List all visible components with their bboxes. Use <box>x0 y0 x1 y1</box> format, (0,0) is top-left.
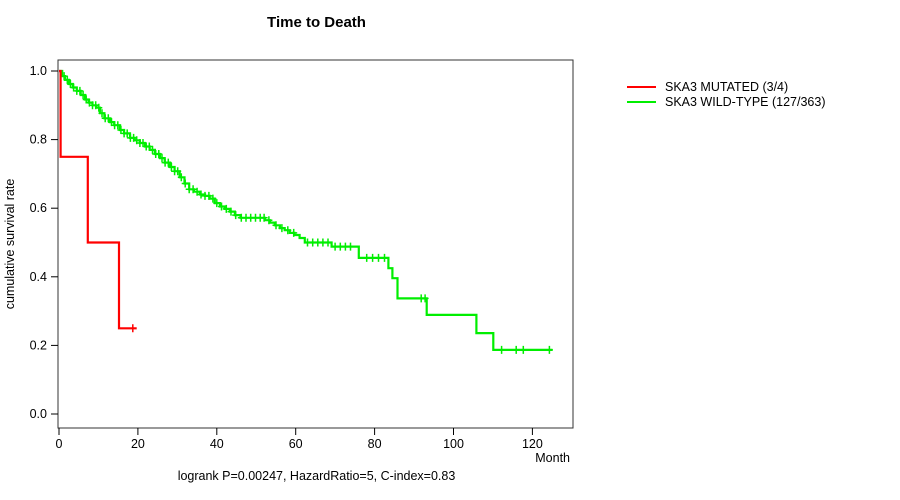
x-tick-label: 80 <box>368 437 382 451</box>
legend-label: SKA3 WILD-TYPE (127/363) <box>665 94 826 109</box>
y-axis-label: cumulative survival rate <box>3 179 17 310</box>
x-tick-label: 100 <box>443 437 464 451</box>
censor-mark <box>260 213 268 222</box>
censor-mark <box>227 207 235 216</box>
censor-mark <box>512 345 520 354</box>
survival-curve-1 <box>59 69 137 330</box>
stats-caption: logrank P=0.00247, HazardRatio=5, C-inde… <box>177 469 456 483</box>
censor-mark <box>181 179 189 188</box>
censor-mark <box>60 72 68 81</box>
x-tick-label: 120 <box>522 437 543 451</box>
censor-mark <box>129 324 137 333</box>
censor-mark <box>76 86 84 95</box>
censor-mark <box>209 194 217 203</box>
censor-mark <box>519 345 527 354</box>
plot-box <box>57 59 574 429</box>
y-tick-label: 0.0 <box>30 407 47 421</box>
censor-mark <box>164 158 172 167</box>
censor-mark <box>123 129 131 138</box>
legend-line-swatch-green <box>627 100 656 103</box>
chart-title: Time to Death <box>267 14 366 31</box>
y-tick-label: 0.4 <box>30 270 47 284</box>
censor-mark <box>265 216 273 225</box>
censor-mark <box>197 190 205 199</box>
censor-mark <box>66 80 74 88</box>
legend: SKA3 MUTATED (3/4) SKA3 WILD-TYPE (127/3… <box>627 79 825 109</box>
censor-mark <box>222 204 230 213</box>
x-tick-label: 40 <box>210 437 224 451</box>
censor-mark <box>284 226 292 235</box>
x-tick-label: 20 <box>131 437 145 451</box>
censor-mark <box>98 109 106 118</box>
legend-line-swatch-red <box>627 85 656 88</box>
y-tick-label: 0.6 <box>30 201 47 215</box>
censor-mark <box>95 103 103 112</box>
y-tick-label: 1.0 <box>30 64 47 78</box>
censor-mark <box>155 150 163 158</box>
censor-mark <box>498 345 506 354</box>
censor-mark <box>324 238 332 247</box>
censor-mark <box>347 242 354 251</box>
censor-mark <box>139 139 147 147</box>
censor-mark <box>63 75 71 84</box>
censor-mark <box>193 187 201 196</box>
censor-mark <box>114 121 122 130</box>
censor-mark <box>278 224 286 233</box>
censor-mark <box>272 221 280 230</box>
x-tick-label: 0 <box>56 437 63 451</box>
censor-mark <box>158 154 166 163</box>
censor-mark <box>79 91 87 99</box>
censor-mark <box>104 114 112 123</box>
censor-mark <box>149 145 156 154</box>
censor-mark <box>369 253 377 262</box>
legend-item-wildtype: SKA3 WILD-TYPE (127/363) <box>627 94 825 109</box>
censor-mark <box>174 167 182 176</box>
legend-label: SKA3 MUTATED (3/4) <box>665 79 789 94</box>
censor-mark <box>363 253 371 262</box>
y-tick-label: 0.8 <box>30 133 47 147</box>
censor-mark <box>205 191 213 200</box>
censor-mark <box>213 199 221 208</box>
x-axis-label: Month <box>535 451 570 465</box>
censor-mark <box>375 253 382 262</box>
censor-mark <box>177 173 185 182</box>
x-tick-label: 60 <box>289 437 303 451</box>
censor-mark <box>167 163 175 171</box>
censor-mark <box>421 294 429 303</box>
y-tick-label: 0.2 <box>30 338 47 352</box>
survival-curve-0 <box>59 69 553 351</box>
censor-mark <box>189 185 197 194</box>
legend-item-mutated: SKA3 MUTATED (3/4) <box>627 79 825 94</box>
censor-mark <box>545 345 553 354</box>
censor-mark <box>381 253 388 262</box>
censor-mark <box>290 228 298 237</box>
censor-mark <box>218 202 225 211</box>
censor-mark <box>232 211 240 220</box>
